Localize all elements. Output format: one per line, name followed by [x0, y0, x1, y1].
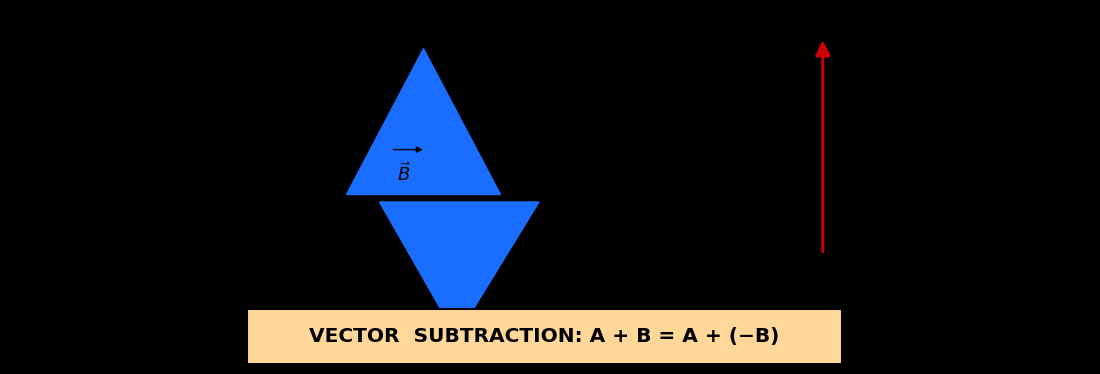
- Text: $\vec{B}$: $\vec{B}$: [397, 162, 410, 186]
- Polygon shape: [379, 202, 539, 337]
- Text: VECTOR  SUBTRACTION: A + B = A + (−B): VECTOR SUBTRACTION: A + B = A + (−B): [309, 327, 780, 346]
- FancyBboxPatch shape: [248, 310, 842, 364]
- Polygon shape: [346, 49, 500, 194]
